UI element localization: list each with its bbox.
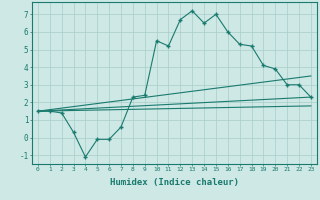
X-axis label: Humidex (Indice chaleur): Humidex (Indice chaleur)	[110, 178, 239, 187]
